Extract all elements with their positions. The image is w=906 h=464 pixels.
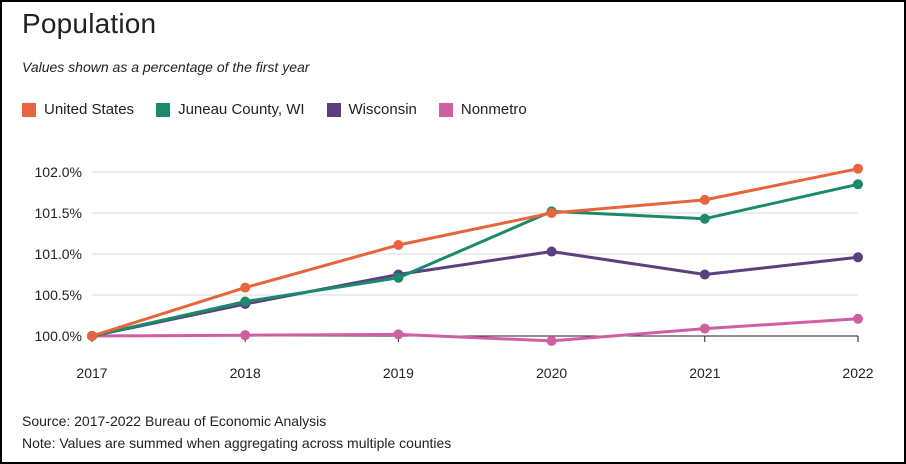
y-tick-label: 101.0% — [35, 246, 82, 262]
legend-item: Nonmetro — [438, 101, 527, 118]
data-point-wisconsin — [853, 252, 863, 263]
data-point-juneau-county-wi — [699, 213, 710, 224]
legend-item: United States — [22, 101, 134, 118]
legend-item: Juneau County, WI — [156, 101, 305, 118]
legend-label: Wisconsin — [348, 101, 417, 118]
legend-swatch — [156, 102, 171, 117]
y-tick-label: 100.0% — [35, 328, 82, 344]
chart-subtitle: Values shown as a percentage of the firs… — [22, 59, 310, 75]
series-line-nonmetro — [91, 317, 859, 343]
data-point-juneau-county-wi — [853, 179, 863, 190]
legend-swatch — [22, 102, 36, 117]
legend-swatch — [326, 102, 341, 117]
y-tick-label: 101.5% — [35, 205, 82, 221]
data-point-united-states — [699, 194, 710, 205]
data-point-juneau-county-wi — [240, 296, 251, 307]
footnotes: Source: 2017-2022 Bureau of Economic Ana… — [22, 410, 451, 454]
data-point-nonmetro — [240, 330, 251, 341]
data-point-nonmetro — [546, 335, 557, 346]
x-tick-label: 2020 — [536, 365, 567, 381]
data-point-nonmetro — [393, 329, 404, 340]
series-line-united-states — [91, 167, 859, 338]
y-tick-label: 102.0% — [35, 164, 82, 180]
series-line-wisconsin — [91, 250, 859, 338]
legend-swatch — [438, 102, 453, 117]
series-line-juneau-county-wi — [91, 182, 859, 338]
x-tick-label: 2019 — [383, 365, 414, 381]
source-note: Source: 2017-2022 Bureau of Economic Ana… — [22, 413, 327, 429]
data-point-nonmetro — [853, 313, 863, 324]
legend-label: United States — [44, 101, 135, 118]
legend-label: Juneau County, WI — [178, 101, 305, 118]
data-point-wisconsin — [699, 269, 710, 280]
data-point-nonmetro — [699, 323, 710, 334]
x-tick-label: 2018 — [230, 365, 261, 381]
x-tick-label: 2022 — [842, 365, 873, 381]
chart-title: Population — [22, 8, 157, 39]
x-tick-label: 2021 — [689, 365, 720, 381]
data-point-united-states — [240, 282, 251, 293]
legend-item: Wisconsin — [326, 101, 417, 118]
data-point-wisconsin — [546, 246, 557, 257]
data-point-united-states — [393, 239, 404, 250]
legend-label: Nonmetro — [460, 101, 527, 118]
data-point-united-states — [853, 163, 863, 174]
y-tick-label: 100.5% — [35, 287, 82, 303]
data-point-juneau-county-wi — [393, 272, 404, 283]
data-point-united-states — [87, 331, 97, 341]
aggregation-note: Note: Values are summed when aggregating… — [22, 435, 452, 451]
x-tick-label: 2017 — [76, 365, 107, 381]
legend: United States Juneau County, WI Wisconsin N… — [22, 101, 527, 118]
data-point-united-states — [546, 208, 557, 218]
